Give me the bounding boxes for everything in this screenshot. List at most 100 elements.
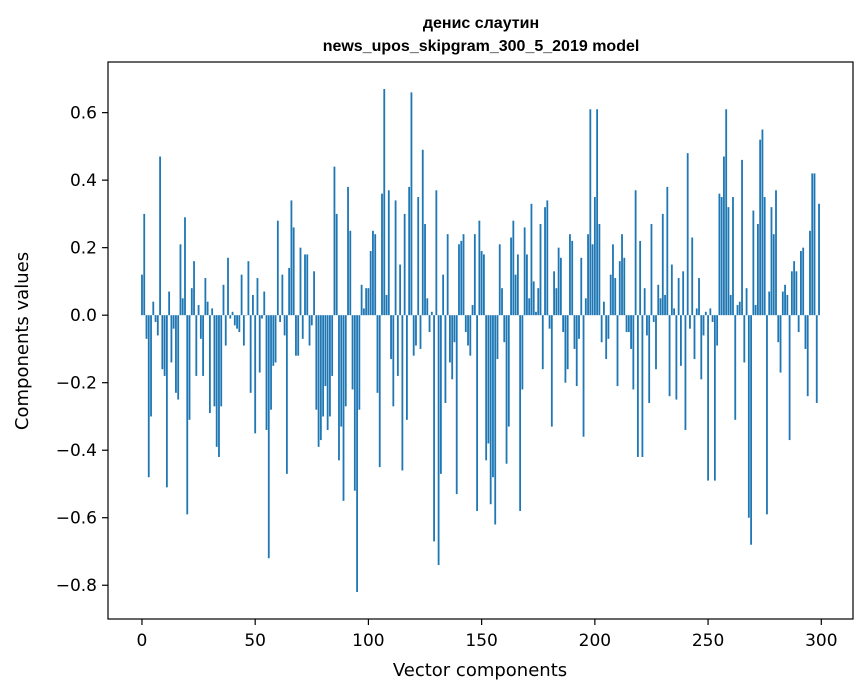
bar-73 <box>306 254 309 316</box>
bar-178 <box>544 207 546 316</box>
bar-59 <box>274 315 277 363</box>
bar-226 <box>652 315 655 322</box>
bar-201 <box>596 109 599 316</box>
bar-35 <box>220 315 223 407</box>
bar-217 <box>632 315 635 390</box>
bar-285 <box>786 294 789 316</box>
bar-121 <box>415 315 417 346</box>
bar-146 <box>471 305 474 316</box>
bar-141 <box>460 240 463 316</box>
bar-87 <box>338 315 340 461</box>
bar-45 <box>242 315 245 346</box>
bar-116 <box>403 213 406 316</box>
bar-67 <box>292 227 295 316</box>
bar-245 <box>695 308 698 316</box>
bar-24 <box>195 315 198 376</box>
bar-242 <box>689 315 691 329</box>
bar-137 <box>451 315 454 380</box>
bar-104 <box>376 315 379 393</box>
x-tick-label-300: 300 <box>805 631 837 651</box>
bar-58 <box>272 315 275 366</box>
bar-194 <box>580 257 583 316</box>
bar-252 <box>711 315 714 322</box>
bar-152 <box>485 315 488 461</box>
bar-48 <box>249 315 252 393</box>
bar-214 <box>625 315 628 333</box>
x-tick-label-150: 150 <box>465 631 497 651</box>
bar-17 <box>179 244 182 316</box>
bar-56 <box>267 315 270 559</box>
bar-27 <box>202 315 205 376</box>
bar-134 <box>444 315 447 403</box>
bar-269 <box>750 315 752 545</box>
y-axis-label: Components values <box>12 252 33 430</box>
bar-212 <box>621 234 623 316</box>
bar-113 <box>396 315 399 376</box>
bar-150 <box>480 251 483 316</box>
bar-38 <box>227 257 229 316</box>
bar-55 <box>265 315 268 430</box>
bar-130 <box>435 190 438 316</box>
bar-235 <box>673 308 676 316</box>
bar-85 <box>333 166 336 316</box>
bar-199 <box>591 244 594 316</box>
bar-54 <box>263 291 266 316</box>
bar-140 <box>458 244 460 316</box>
y-tick-label-3: −0.2 <box>56 374 97 394</box>
bar-79 <box>319 315 322 441</box>
bar-39 <box>229 315 232 319</box>
bar-291 <box>800 251 802 316</box>
bar-151 <box>482 254 485 316</box>
bar-202 <box>598 224 601 316</box>
bar-259 <box>727 207 730 316</box>
bar-290 <box>797 315 800 333</box>
bar-29 <box>206 301 209 316</box>
bar-15 <box>175 315 177 393</box>
bar-33 <box>215 315 218 447</box>
bar-253 <box>713 315 716 481</box>
bar-265 <box>741 159 743 316</box>
bar-264 <box>738 301 741 316</box>
bar-138 <box>453 315 456 343</box>
bar-0 <box>141 274 143 316</box>
bar-25 <box>197 305 200 316</box>
bar-64 <box>285 315 288 474</box>
bar-106 <box>381 193 383 316</box>
bar-62 <box>281 274 284 316</box>
bar-117 <box>406 315 408 420</box>
bar-36 <box>222 284 225 316</box>
bar-161 <box>505 315 508 464</box>
bar-40 <box>231 311 234 316</box>
bar-186 <box>562 315 565 333</box>
bar-225 <box>650 224 653 316</box>
bar-61 <box>279 315 281 322</box>
bar-135 <box>446 234 449 316</box>
bar-143 <box>464 315 467 333</box>
bar-4 <box>150 315 152 417</box>
bar-89 <box>342 315 345 501</box>
bar-2 <box>145 315 148 339</box>
bar-167 <box>519 315 522 511</box>
bars-group <box>141 89 820 592</box>
bar-53 <box>261 315 263 319</box>
bar-215 <box>627 315 630 333</box>
bar-222 <box>643 288 646 316</box>
bar-32 <box>213 315 216 407</box>
bar-71 <box>301 315 304 339</box>
bar-115 <box>401 315 404 471</box>
bar-10 <box>163 315 166 376</box>
bar-20 <box>186 315 189 515</box>
bar-190 <box>571 240 574 316</box>
bar-187 <box>564 315 567 383</box>
bar-109 <box>387 190 390 316</box>
bar-163 <box>510 237 512 316</box>
bar-83 <box>329 315 331 417</box>
bar-70 <box>299 247 302 316</box>
bar-41 <box>233 315 236 326</box>
bar-219 <box>636 315 639 457</box>
bar-270 <box>752 210 755 316</box>
bar-177 <box>541 315 544 370</box>
bar-173 <box>532 281 535 316</box>
bar-280 <box>775 190 777 316</box>
